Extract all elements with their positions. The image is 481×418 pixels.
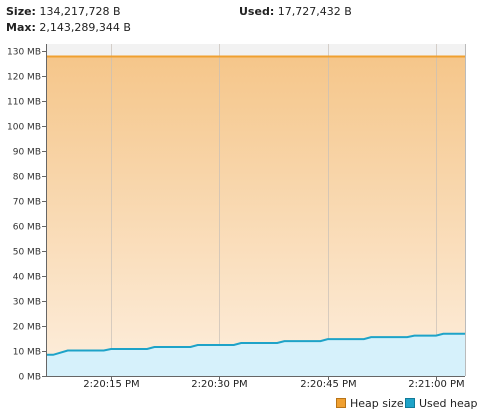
used-heap-area	[46, 333, 465, 376]
max-heap-stat: Max: 2,143,289,344 B	[6, 20, 131, 35]
max-value: 2,143,289,344 B	[39, 21, 131, 34]
y-tick-label: 120 MB	[7, 73, 41, 83]
y-tick-label: 90 MB	[13, 148, 41, 158]
used-heap-legend-label: Used heap	[419, 397, 478, 410]
used-heap-stat: Used: 17,727,432 B	[239, 4, 352, 19]
y-tick-label: 130 MB	[7, 48, 41, 58]
x-tick-label: 2:21:00 PM	[408, 379, 464, 390]
size-value: 134,217,728 B	[39, 5, 121, 18]
heap-size-area	[46, 56, 465, 376]
legend-item-heap-size: Heap size	[336, 397, 404, 411]
y-tick-label: 80 MB	[13, 173, 41, 183]
heap-size-legend-label: Heap size	[350, 397, 404, 410]
x-tick-label: 2:20:45 PM	[300, 379, 356, 390]
y-tick-label: 50 MB	[13, 248, 41, 258]
used-heap-swatch	[405, 398, 415, 408]
size-label: Size:	[6, 5, 36, 18]
memory-stats: Size: 134,217,728 B Used: 17,727,432 B M…	[6, 4, 476, 36]
x-tick-label: 2:20:30 PM	[191, 379, 247, 390]
y-tick-label: 30 MB	[13, 298, 41, 308]
y-tick-label: 100 MB	[7, 123, 41, 133]
used-label: Used:	[239, 5, 275, 18]
y-tick-label: 20 MB	[13, 323, 41, 333]
x-tick-label: 2:20:15 PM	[83, 379, 139, 390]
y-tick-label: 110 MB	[7, 98, 41, 108]
y-tick-label: 0 MB	[18, 373, 41, 383]
max-label: Max:	[6, 21, 36, 34]
heap-size-swatch	[336, 398, 346, 408]
y-tick-label: 70 MB	[13, 198, 41, 208]
y-tick-label: 40 MB	[13, 273, 41, 283]
used-value: 17,727,432 B	[277, 5, 352, 18]
legend-item-used-heap: Used heap	[405, 397, 478, 411]
y-tick-label: 60 MB	[13, 223, 41, 233]
y-tick-label: 10 MB	[13, 348, 41, 358]
heap-size-stat: Size: 134,217,728 B	[6, 4, 121, 19]
used-heap-line	[46, 332, 465, 356]
